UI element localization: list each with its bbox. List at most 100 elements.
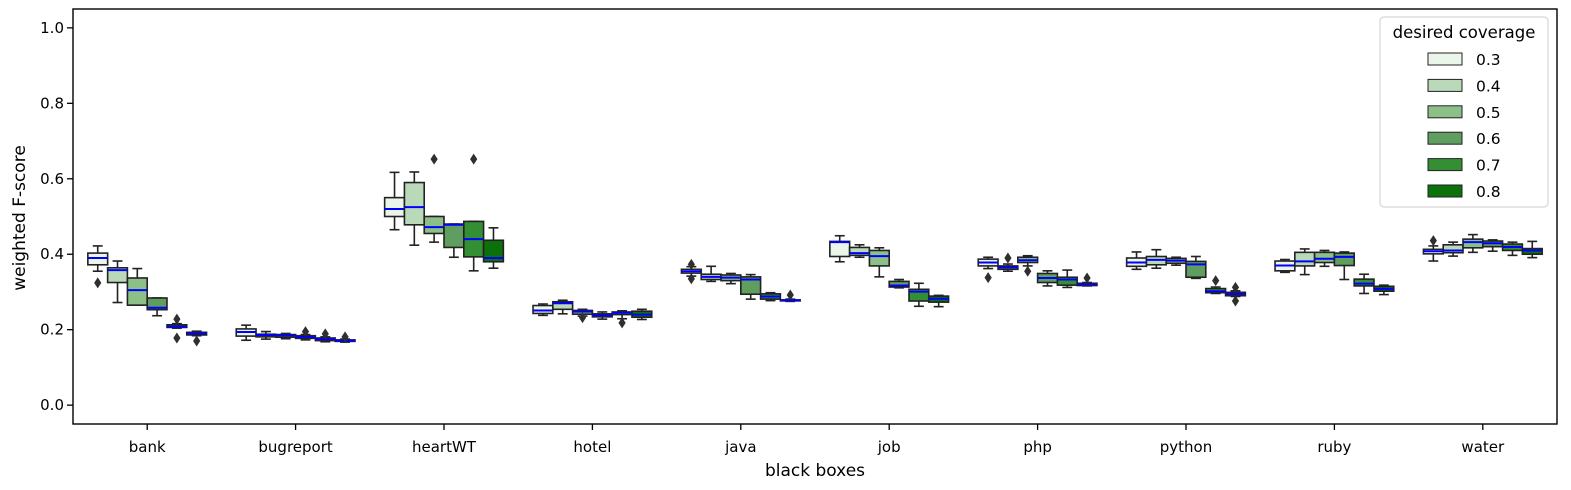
box-ruby-0.8 xyxy=(1373,284,1395,296)
legend-swatch xyxy=(1427,131,1463,145)
outlier-point xyxy=(984,272,992,284)
box-water-0.5 xyxy=(1462,233,1484,254)
legend-label: 0.8 xyxy=(1476,183,1501,201)
legend-swatch xyxy=(1427,158,1463,172)
box-body xyxy=(1056,276,1078,286)
outlier-point xyxy=(1004,252,1012,264)
y-tick-label: 0.8 xyxy=(40,94,64,112)
box-body xyxy=(146,297,168,311)
outlier-point xyxy=(193,335,201,347)
box-body xyxy=(1462,238,1484,249)
box-job-0.3 xyxy=(829,234,851,263)
box-java-0.7 xyxy=(759,291,782,302)
box-body xyxy=(739,276,762,296)
outlier-point xyxy=(1212,275,1220,287)
box-php-0.7 xyxy=(1056,269,1078,289)
legend-label: 0.3 xyxy=(1476,51,1501,69)
box-heartWT-0.7 xyxy=(462,153,485,272)
box-php-0.5 xyxy=(1017,254,1039,277)
outlier-point xyxy=(687,273,695,285)
box-python-0.3 xyxy=(1125,251,1148,271)
box-bugreport-0.8 xyxy=(334,331,356,343)
x-tick-label: bank xyxy=(129,438,166,456)
box-bank-0.6 xyxy=(146,297,168,317)
box-heartWT-0.6 xyxy=(443,223,465,259)
box-heartWT-0.8 xyxy=(482,227,505,269)
y-tick-label: 1.0 xyxy=(40,19,64,37)
box-bugreport-0.3 xyxy=(235,324,257,342)
box-body xyxy=(126,277,148,306)
y-tick-label: 0.6 xyxy=(40,170,64,188)
box-ruby-0.3 xyxy=(1274,258,1296,274)
box-bank-0.5 xyxy=(126,267,148,306)
box-bugreport-0.5 xyxy=(275,332,297,340)
outlier-point xyxy=(470,153,478,165)
legend-frame xyxy=(1379,16,1549,208)
axes: 0.0 0.2 0.4 0.6 0.8 1.0 bank bugreport heartWT ho… xyxy=(40,8,1558,456)
outlier-point xyxy=(321,328,329,340)
box-java-0.5 xyxy=(720,272,742,285)
outlier-point xyxy=(430,153,438,165)
x-tick-label: job xyxy=(877,438,901,456)
y-tick-label: 0.0 xyxy=(40,396,64,414)
box-body xyxy=(403,181,426,226)
box-body xyxy=(1313,251,1336,264)
outlier-point xyxy=(94,277,102,289)
box-heartWT-0.4 xyxy=(403,171,426,246)
box-bank-0.7 xyxy=(166,313,188,344)
y-axis-title: weighted F-score xyxy=(10,145,30,291)
box-php-0.6 xyxy=(1036,270,1059,287)
box-water-0.4 xyxy=(1442,241,1464,257)
box-python-0.7 xyxy=(1204,275,1227,295)
outlier-point xyxy=(1231,295,1240,307)
box-bank-0.3 xyxy=(87,245,109,289)
y-tick-label: 0.4 xyxy=(40,245,64,263)
x-tick-label: java xyxy=(724,438,756,456)
box-ruby-0.6 xyxy=(1333,251,1355,281)
legend-title: desired coverage xyxy=(1393,23,1536,42)
x-tick-label: heartWT xyxy=(412,438,477,456)
box-body xyxy=(1333,252,1355,267)
box-java-0.8 xyxy=(779,289,801,303)
box-ruby-0.5 xyxy=(1313,249,1336,268)
x-tick-label: water xyxy=(1461,438,1505,456)
box-body xyxy=(888,280,910,288)
box-job-0.6 xyxy=(888,278,910,289)
outlier-point xyxy=(1024,265,1032,277)
legend-swatch xyxy=(1427,52,1463,66)
box-water-0.7 xyxy=(1501,241,1524,257)
box-bugreport-0.7 xyxy=(314,328,336,343)
outlier-point xyxy=(687,258,695,270)
box-bugreport-0.4 xyxy=(255,330,277,340)
box-water-0.6 xyxy=(1482,239,1504,253)
box-python-0.4 xyxy=(1145,248,1168,269)
box-body xyxy=(908,288,930,302)
box-python-0.5 xyxy=(1165,256,1187,266)
box-heartWT-0.5 xyxy=(423,153,445,243)
legend: desired coverage 0.3 0.4 0.5 0.6 0.7 0.8 xyxy=(1379,16,1549,208)
legend-swatch xyxy=(1427,105,1463,119)
outlier-point xyxy=(341,331,349,343)
box-body xyxy=(552,300,574,311)
box-body xyxy=(868,249,890,267)
x-tick-label: python xyxy=(1160,438,1212,456)
box-body xyxy=(1294,251,1316,267)
box-java-0.3 xyxy=(680,258,703,285)
box-python-0.6 xyxy=(1185,255,1207,280)
box-php-0.3 xyxy=(977,256,999,284)
legend-swatch xyxy=(1427,78,1463,92)
legend-label: 0.7 xyxy=(1476,157,1501,175)
outlier-point xyxy=(786,289,794,301)
box-job-0.5 xyxy=(868,247,890,278)
outlier-point xyxy=(1083,272,1091,284)
outlier-point xyxy=(1429,235,1437,247)
plot-area xyxy=(87,153,1543,347)
box-body xyxy=(423,215,445,235)
box-bugreport-0.6 xyxy=(294,326,317,341)
box-body xyxy=(443,223,465,249)
box-body xyxy=(848,246,871,257)
box-body xyxy=(1353,278,1375,287)
box-ruby-0.4 xyxy=(1294,248,1316,276)
box-hotel-0.5 xyxy=(571,308,594,324)
